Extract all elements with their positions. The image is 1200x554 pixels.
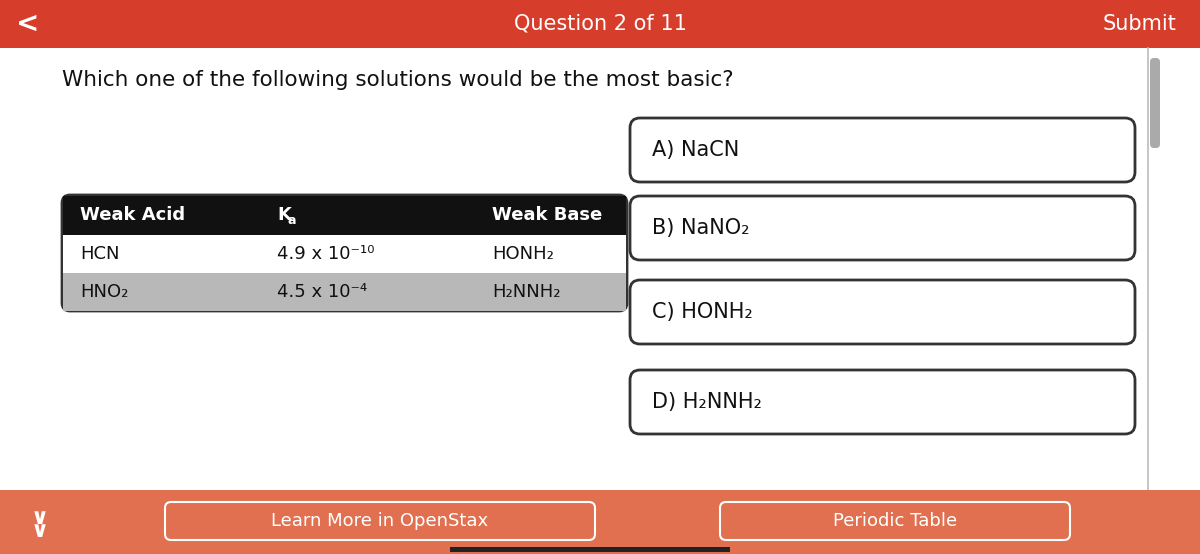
Text: Question 2 of 11: Question 2 of 11 <box>514 14 686 34</box>
FancyBboxPatch shape <box>630 280 1135 344</box>
Text: K: K <box>277 206 290 224</box>
Text: ∨: ∨ <box>31 508 49 528</box>
Text: Learn More in OpenStax: Learn More in OpenStax <box>271 512 488 530</box>
FancyBboxPatch shape <box>630 370 1135 434</box>
Text: A) NaCN: A) NaCN <box>652 140 739 160</box>
Text: Submit: Submit <box>1103 14 1177 34</box>
Bar <box>64 235 626 273</box>
Text: Which one of the following solutions would be the most basic?: Which one of the following solutions wou… <box>62 70 733 90</box>
Text: HONH₂: HONH₂ <box>492 245 554 263</box>
Text: HNO₂: HNO₂ <box>80 283 128 301</box>
Text: H₂NNH₂: H₂NNH₂ <box>492 283 560 301</box>
Text: D) H₂NNH₂: D) H₂NNH₂ <box>652 392 762 412</box>
Text: C) HONH₂: C) HONH₂ <box>652 302 752 322</box>
Bar <box>0 0 1200 48</box>
Text: 4.9 x 10⁻¹⁰: 4.9 x 10⁻¹⁰ <box>277 245 374 263</box>
Text: 4.5 x 10⁻⁴: 4.5 x 10⁻⁴ <box>277 283 367 301</box>
Text: Periodic Table: Periodic Table <box>833 512 958 530</box>
Text: B) NaNO₂: B) NaNO₂ <box>652 218 750 238</box>
Text: Weak Base: Weak Base <box>492 206 602 224</box>
Text: <: < <box>17 10 40 38</box>
FancyBboxPatch shape <box>630 196 1135 260</box>
Bar <box>64 196 626 235</box>
Bar <box>64 273 626 311</box>
Text: HCN: HCN <box>80 245 120 263</box>
Bar <box>0 490 1200 554</box>
FancyBboxPatch shape <box>62 195 628 311</box>
Text: ∨: ∨ <box>31 521 49 541</box>
Text: a: a <box>288 213 296 227</box>
Bar <box>450 547 730 552</box>
Text: Weak Acid: Weak Acid <box>80 206 185 224</box>
FancyBboxPatch shape <box>630 118 1135 182</box>
FancyBboxPatch shape <box>1150 58 1160 148</box>
